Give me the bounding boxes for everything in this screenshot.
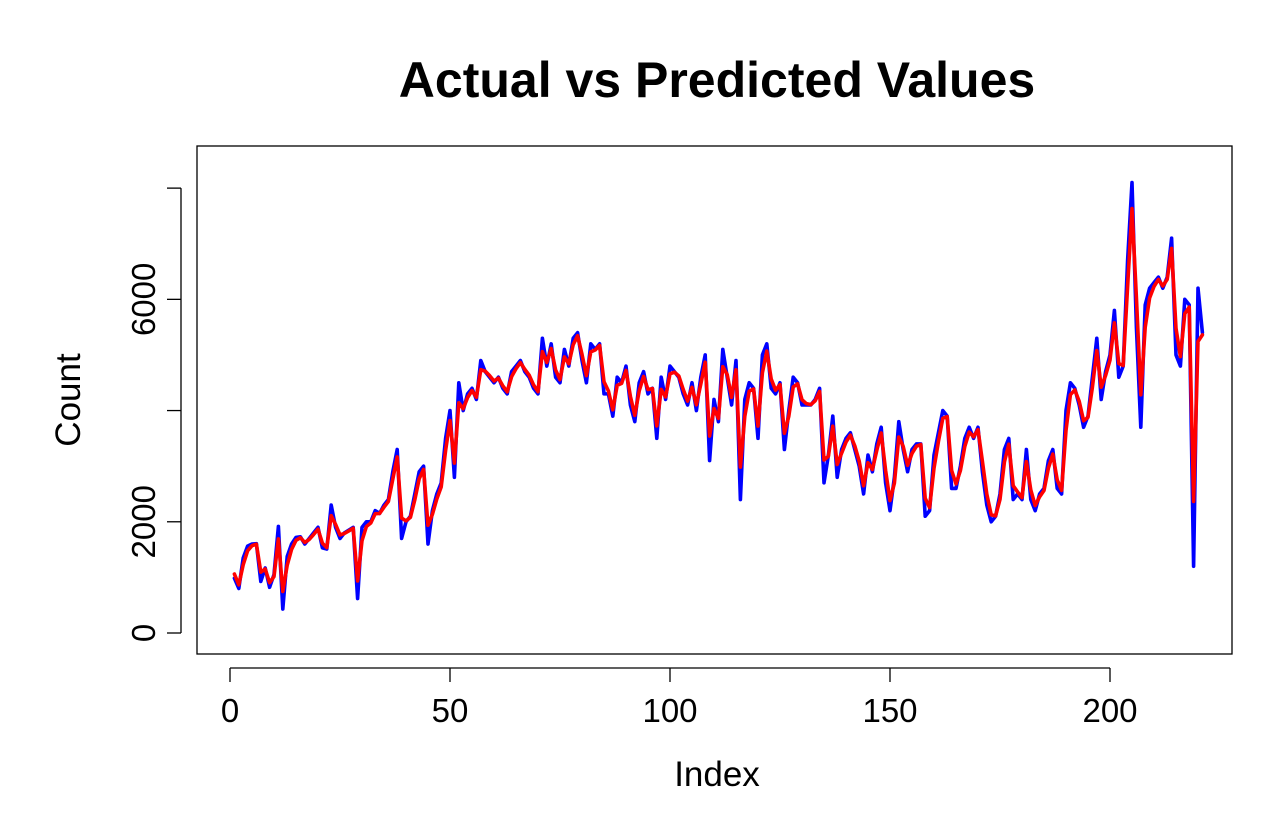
y-axis: 0 2000 6000 <box>125 187 182 642</box>
x-axis: 0 50 100 150 200 <box>221 667 1138 729</box>
y-tick-label: 2000 <box>125 485 162 558</box>
series-layer <box>232 180 1205 611</box>
y-axis-label: Count <box>49 353 88 447</box>
x-tick-label: 50 <box>432 692 469 729</box>
x-tick-label: 200 <box>1082 692 1137 729</box>
chart-title: Actual vs Predicted Values <box>399 52 1035 108</box>
series-line-predicted <box>232 206 1205 594</box>
y-tick-label: 6000 <box>125 263 162 336</box>
y-tick-label: 0 <box>125 624 162 642</box>
x-tick-label: 100 <box>642 692 697 729</box>
x-tick-label: 150 <box>862 692 917 729</box>
x-axis-label: Index <box>674 755 760 794</box>
series-line-actual <box>232 180 1205 611</box>
x-tick-label: 0 <box>221 692 239 729</box>
plot-frame <box>196 145 1233 655</box>
